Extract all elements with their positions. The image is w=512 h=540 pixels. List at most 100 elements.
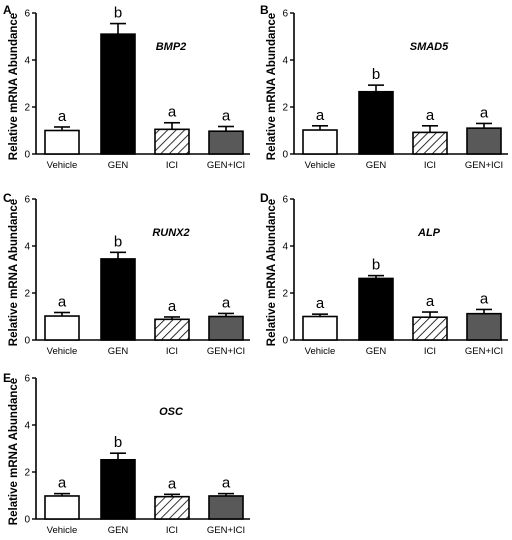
bar-gen	[358, 90, 394, 155]
y-axis-title: Relative mRNA Abundance	[8, 378, 20, 525]
panel-c: C 0 2 4 6 Relative mRNA Abundance RUNX2 a Vehicl…	[3, 191, 250, 357]
significance-label: a	[222, 475, 231, 492]
panel-a: A 0 2 4 6 Relative mRNA Abundance BMP2 a Vehicle…	[3, 3, 250, 171]
bar-ici	[412, 131, 448, 155]
bar-gen-ici	[208, 495, 244, 520]
bar-gen-ici	[208, 130, 244, 155]
x-tick-label: GEN	[366, 160, 387, 171]
bar-gen	[100, 258, 136, 341]
y-tick-label: 2	[24, 103, 30, 114]
significance-label: a	[426, 293, 435, 310]
significance-label: b	[114, 5, 122, 22]
panel-letter: C	[3, 191, 12, 205]
y-tick-label: 2	[282, 103, 288, 114]
x-tick-label: ICI	[424, 160, 436, 171]
x-tick-label: GEN+ICI	[207, 525, 245, 536]
significance-label: a	[168, 475, 177, 492]
significance-label: b	[372, 66, 380, 83]
y-tick-label: 0	[282, 336, 288, 347]
x-tick-label: ICI	[166, 346, 178, 357]
significance-label: a	[222, 294, 231, 311]
bar-ici	[154, 318, 190, 341]
panel-b: B 0 2 4 6 Relative mRNA Abundance SMAD5 a Vehicl…	[260, 3, 508, 171]
significance-label: a	[426, 107, 435, 124]
chart-title: RUNX2	[152, 227, 189, 239]
significance-label: a	[316, 107, 325, 124]
panel-letter: B	[260, 3, 269, 17]
bar-ici	[412, 316, 448, 341]
bar-ici	[154, 495, 190, 520]
y-tick-label: 0	[24, 336, 30, 347]
y-tick-label: 6	[282, 9, 288, 20]
significance-label: a	[316, 295, 325, 312]
y-tick-label: 6	[24, 374, 30, 385]
x-tick-label: GEN	[366, 346, 387, 357]
bar-vehicle	[44, 495, 80, 520]
y-tick-label: 4	[24, 242, 30, 253]
x-tick-label: GEN	[108, 525, 129, 536]
panel-d: D 0 2 4 6 Relative mRNA Abundance ALP a Vehicle b…	[260, 191, 508, 357]
x-tick-label: ICI	[166, 525, 178, 536]
x-tick-label: GEN	[108, 160, 129, 171]
y-axis-title: Relative mRNA Abundance	[8, 199, 20, 346]
bar-gen	[100, 458, 136, 520]
bar-gen	[358, 277, 394, 341]
significance-label: b	[372, 257, 380, 274]
chart-title: SMAD5	[410, 41, 449, 53]
bar-gen-ici	[208, 315, 244, 341]
y-tick-label: 4	[282, 242, 288, 253]
x-tick-label: Vehicle	[47, 160, 78, 171]
y-tick-label: 4	[282, 56, 288, 67]
bar-vehicle	[302, 129, 338, 155]
x-tick-label: ICI	[424, 346, 436, 357]
y-tick-label: 0	[24, 515, 30, 526]
x-tick-label: ICI	[166, 160, 178, 171]
y-axis-title: Relative mRNA Abundance	[8, 13, 20, 160]
x-tick-label: GEN+ICI	[465, 346, 503, 357]
y-tick-label: 6	[24, 195, 30, 206]
chart-title: BMP2	[156, 41, 187, 53]
panel-letter: A	[3, 3, 12, 17]
y-tick-label: 4	[24, 56, 30, 67]
bar-vehicle	[44, 129, 80, 155]
y-tick-label: 6	[282, 195, 288, 206]
bar-ici	[154, 128, 190, 155]
panel-letter: E	[3, 371, 11, 385]
significance-label: a	[168, 104, 177, 121]
bar-vehicle	[44, 315, 80, 341]
chart-title: OSC	[159, 406, 184, 418]
significance-label: a	[222, 108, 231, 125]
bar-vehicle	[302, 315, 338, 341]
y-axis-title: Relative mRNA Abundance	[266, 199, 278, 346]
x-tick-label: GEN+ICI	[207, 346, 245, 357]
bar-gen	[100, 33, 136, 155]
significance-label: a	[168, 298, 177, 315]
y-tick-label: 2	[24, 289, 30, 300]
panel-letter: D	[260, 191, 269, 205]
x-tick-label: Vehicle	[305, 346, 336, 357]
y-tick-label: 2	[24, 468, 30, 479]
significance-label: a	[58, 108, 67, 125]
y-tick-label: 2	[282, 289, 288, 300]
significance-label: a	[480, 290, 489, 307]
chart-title: ALP	[417, 227, 441, 239]
x-tick-label: GEN+ICI	[465, 160, 503, 171]
significance-label: b	[114, 233, 122, 250]
bar-gen-ici	[466, 127, 502, 155]
significance-label: b	[114, 434, 122, 451]
x-tick-label: Vehicle	[47, 346, 78, 357]
y-tick-label: 0	[24, 150, 30, 161]
bar-gen-ici	[466, 312, 502, 341]
x-tick-label: GEN+ICI	[207, 160, 245, 171]
panel-e: E 0 2 4 6 Relative mRNA Abundance OSC a Vehicle b…	[3, 371, 250, 536]
significance-label: a	[58, 294, 67, 311]
y-tick-label: 6	[24, 9, 30, 20]
y-tick-label: 0	[282, 150, 288, 161]
y-tick-label: 4	[24, 421, 30, 432]
x-tick-label: Vehicle	[305, 160, 336, 171]
x-tick-label: Vehicle	[47, 525, 78, 536]
significance-label: a	[58, 475, 67, 492]
x-tick-label: GEN	[108, 346, 129, 357]
significance-label: a	[480, 104, 489, 121]
